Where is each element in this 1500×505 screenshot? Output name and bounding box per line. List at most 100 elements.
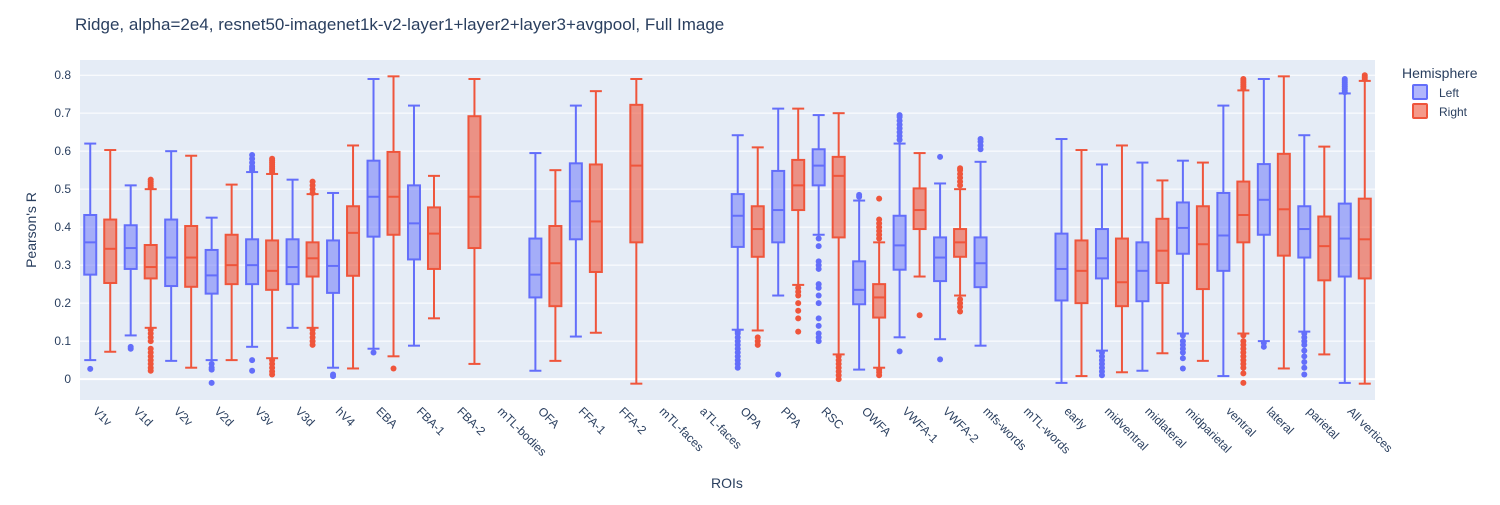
box-body xyxy=(1114,237,1129,308)
outlier-point xyxy=(937,356,944,363)
box-body xyxy=(467,115,482,250)
outlier-point xyxy=(957,165,964,172)
box-body xyxy=(1337,202,1352,278)
box-body xyxy=(1216,191,1231,272)
box-right xyxy=(1195,161,1210,362)
legend[interactable]: Hemisphere Left Right xyxy=(1402,65,1478,119)
outlier-point xyxy=(896,112,903,119)
box-body xyxy=(852,260,867,306)
outlier-point xyxy=(249,357,256,364)
box-left xyxy=(245,151,260,374)
y-axis-ticks: 0 0.1 0.2 0.3 0.4 0.5 0.6 0.7 0.8 xyxy=(54,68,71,386)
outlier-point xyxy=(876,372,883,379)
box-body xyxy=(588,163,603,273)
outlier-point xyxy=(754,341,761,348)
chart-title: Ridge, alpha=2e4, resnet50-imagenet1k-v2… xyxy=(75,15,724,34)
box-body xyxy=(265,239,280,291)
outlier-point xyxy=(815,284,822,291)
box-body xyxy=(83,213,98,276)
outlier-point xyxy=(1098,372,1105,379)
box-right xyxy=(305,178,320,348)
box-right xyxy=(1236,75,1251,386)
outlier-point xyxy=(1179,332,1186,339)
outlier-point xyxy=(390,365,397,372)
legend-label-left: Left xyxy=(1439,86,1460,100)
legend-label-right: Right xyxy=(1439,105,1468,119)
box-body xyxy=(245,238,260,286)
box-body xyxy=(933,236,948,283)
outlier-point xyxy=(147,176,154,183)
box-left xyxy=(730,134,745,371)
box-body xyxy=(548,225,563,308)
outlier-point xyxy=(249,367,256,374)
box-body xyxy=(305,241,320,278)
box-body xyxy=(1094,228,1109,280)
box-body xyxy=(811,148,826,187)
outlier-point xyxy=(795,315,802,322)
box-left xyxy=(892,112,907,355)
box-right xyxy=(588,90,603,334)
box-body xyxy=(730,193,745,248)
box-left xyxy=(1135,161,1150,372)
outlier-point xyxy=(795,328,802,335)
outlier-point xyxy=(147,338,154,345)
outlier-point xyxy=(815,322,822,329)
box-left xyxy=(852,191,867,371)
outlier-point xyxy=(87,365,94,372)
outlier-point xyxy=(876,216,883,223)
box-right xyxy=(103,149,118,353)
outlier-point xyxy=(775,371,782,378)
box-body xyxy=(143,244,158,280)
box-body xyxy=(204,248,219,295)
outlier-point xyxy=(1240,379,1247,386)
box-left xyxy=(1216,104,1231,378)
box-right xyxy=(872,195,887,379)
y-tick-label: 0.8 xyxy=(54,68,71,82)
box-right xyxy=(426,174,441,320)
box-right xyxy=(346,144,361,370)
box-body xyxy=(771,169,786,244)
box-left xyxy=(933,153,948,363)
box-left xyxy=(1175,159,1190,372)
box-left xyxy=(285,178,300,329)
box-body xyxy=(224,233,239,286)
legend-item-left[interactable]: Left xyxy=(1412,84,1460,100)
box-right xyxy=(467,77,482,365)
outlier-point xyxy=(815,338,822,345)
box-right xyxy=(1357,72,1372,385)
box-right xyxy=(629,77,644,385)
legend-item-right[interactable]: Right xyxy=(1412,103,1468,119)
outlier-point xyxy=(876,195,883,202)
box-left xyxy=(83,142,98,372)
box-right xyxy=(184,154,199,369)
box-right xyxy=(750,146,765,348)
box-body xyxy=(872,283,887,319)
box-right xyxy=(1114,144,1129,374)
outlier-point xyxy=(815,292,822,299)
legend-swatch-right xyxy=(1412,103,1428,119)
outlier-point xyxy=(1301,371,1308,378)
box-left xyxy=(528,152,543,372)
box-right xyxy=(912,152,927,319)
outlier-point xyxy=(815,235,822,242)
box-right xyxy=(791,107,806,335)
legend-swatch-left xyxy=(1412,84,1428,100)
series-left xyxy=(83,75,1352,386)
box-body xyxy=(366,159,381,238)
outlier-point xyxy=(1240,75,1247,82)
outlier-point xyxy=(309,341,316,348)
box-body xyxy=(750,205,765,258)
box-body xyxy=(1054,232,1069,302)
y-tick-label: 0.6 xyxy=(54,144,71,158)
box-right xyxy=(831,112,846,383)
box-left xyxy=(1256,77,1271,350)
outlier-point xyxy=(795,292,802,299)
outlier-point xyxy=(1301,359,1308,366)
outlier-point xyxy=(896,348,903,355)
outlier-point xyxy=(1361,72,1368,79)
series-right xyxy=(103,72,1372,386)
box-body xyxy=(1195,205,1210,291)
box-body xyxy=(346,205,361,277)
outlier-point xyxy=(835,376,842,383)
